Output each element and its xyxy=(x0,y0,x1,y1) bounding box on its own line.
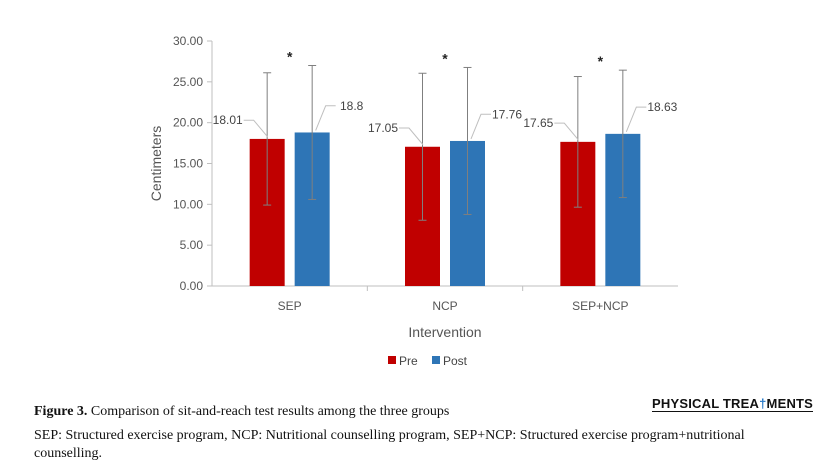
bar-chart: 0.00 5.00 10.00 15.00 20.00 25.00 30.00 SEP 18.0… xyxy=(148,34,678,368)
y-tick-label: 15.00 xyxy=(173,157,203,171)
legend-swatch-pre xyxy=(388,356,396,364)
y-tick-label: 10.00 xyxy=(173,197,203,211)
data-label: 17.05 xyxy=(368,121,398,135)
significance-marker: * xyxy=(287,49,293,65)
data-label: 18.8 xyxy=(340,99,364,113)
x-tick-label: NCP xyxy=(432,299,457,313)
significance-marker: * xyxy=(598,53,604,69)
legend-label-pre: Pre xyxy=(399,354,418,368)
data-label-leader xyxy=(554,122,579,141)
data-label: 18.01 xyxy=(213,113,243,127)
data-label-leader xyxy=(399,127,424,146)
data-label-leader xyxy=(315,105,336,131)
legend: Pre Post xyxy=(388,354,468,368)
data-label: 17.76 xyxy=(492,107,522,121)
figure-label: Figure 3. xyxy=(34,404,88,419)
legend-swatch-post xyxy=(432,356,440,364)
data-label: 17.65 xyxy=(523,116,553,130)
logo-text-end: MENTS xyxy=(766,396,814,411)
figure-note: SEP: Structured exercise program, NCP: N… xyxy=(34,428,745,461)
plot-area: 0.00 5.00 10.00 15.00 20.00 25.00 30.00 SEP 18.0… xyxy=(173,34,678,313)
data-label-leader xyxy=(470,113,491,140)
data-label: 18.63 xyxy=(647,100,677,114)
data-label-leader xyxy=(625,106,647,133)
y-tick-label: 25.00 xyxy=(173,75,203,89)
x-tick-label: SEP+NCP xyxy=(572,299,628,313)
y-tick-label: 20.00 xyxy=(173,116,203,130)
logo-mark-icon: † xyxy=(759,396,767,411)
x-tick-label: SEP xyxy=(278,299,302,313)
y-tick-label: 0.00 xyxy=(180,279,204,293)
figure-title: Comparison of sit-and-reach test results… xyxy=(90,404,450,419)
figure-caption: Figure 3. Comparison of sit-and-reach te… xyxy=(34,403,814,421)
y-tick-label: 5.00 xyxy=(180,238,204,252)
significance-marker: * xyxy=(442,50,448,66)
logo-text-start: PHYSICAL TREA xyxy=(652,396,760,411)
y-axis-title: Centimeters xyxy=(148,126,164,201)
publisher-logo: PHYSICAL TREA†MENTS xyxy=(652,396,814,412)
y-tick-label: 30.00 xyxy=(173,34,203,48)
data-label-leader xyxy=(243,119,269,138)
legend-label-post: Post xyxy=(443,354,468,368)
x-axis-title: Intervention xyxy=(408,324,481,340)
